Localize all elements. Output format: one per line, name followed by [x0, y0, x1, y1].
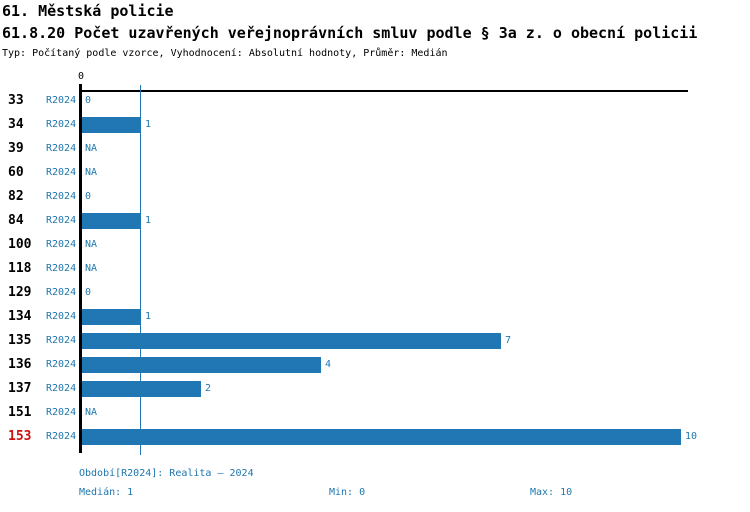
bar-value-label: NA — [85, 407, 98, 418]
bar-value-label: 1 — [145, 119, 152, 130]
bar-value-label: 1 — [145, 215, 152, 226]
bar — [82, 213, 141, 229]
row-id-label: 39 — [8, 141, 24, 156]
row-period-label: R2024 — [46, 335, 77, 346]
row-period-label: R2024 — [46, 383, 77, 394]
bar-row: 84 R2024 1 — [0, 209, 750, 233]
row-id-label: 135 — [8, 333, 32, 348]
row-id-label: 33 — [8, 93, 24, 108]
footer-period-label: Období[R2024]: Realita – 2024 — [79, 468, 254, 479]
bar — [82, 309, 141, 325]
row-id-label: 60 — [8, 165, 24, 180]
row-period-label: R2024 — [46, 287, 77, 298]
bar-value-label: 4 — [325, 359, 332, 370]
bar-row: 129 R2024 0 — [0, 281, 750, 305]
x-axis-tick-label-zero: 0 — [77, 71, 85, 82]
row-id-label: 129 — [8, 285, 32, 300]
row-id-label: 151 — [8, 405, 32, 420]
bar-value-label: 2 — [205, 383, 212, 394]
chart-title: 61. Městská policie — [2, 2, 174, 20]
chart-meta-line: Typ: Počítaný podle vzorce, Vyhodnocení:… — [2, 48, 448, 59]
row-id-label: 34 — [8, 117, 24, 132]
row-period-label: R2024 — [46, 359, 77, 370]
bar-value-label: NA — [85, 143, 98, 154]
footer-median-label: Medián: 1 — [79, 487, 134, 498]
row-period-label: R2024 — [46, 95, 77, 106]
bar-value-label: NA — [85, 239, 98, 250]
bar — [82, 429, 681, 445]
bar-value-label: 0 — [85, 191, 92, 202]
bar-value-label: 0 — [85, 287, 92, 298]
bar-row: 136 R2024 4 — [0, 353, 750, 377]
row-period-label: R2024 — [46, 239, 77, 250]
row-id-label: 82 — [8, 189, 24, 204]
median-line — [140, 85, 141, 455]
row-id-label: 153 — [8, 429, 32, 444]
row-id-label: 118 — [8, 261, 32, 276]
row-id-label: 137 — [8, 381, 32, 396]
bar-row: 100 R2024 NA — [0, 233, 750, 257]
bar-row: 137 R2024 2 — [0, 377, 750, 401]
row-period-label: R2024 — [46, 407, 77, 418]
row-period-label: R2024 — [46, 311, 77, 322]
footer-max-label: Max: 10 — [530, 487, 573, 498]
bar-value-label: NA — [85, 263, 98, 274]
bar-value-label: 7 — [505, 335, 512, 346]
chart-subtitle: 61.8.20 Počet uzavřených veřejnoprávních… — [2, 24, 698, 42]
bar-row: 33 R2024 0 — [0, 89, 750, 113]
bar — [82, 357, 321, 373]
bar — [82, 333, 501, 349]
row-period-label: R2024 — [46, 167, 77, 178]
row-period-label: R2024 — [46, 119, 77, 130]
row-period-label: R2024 — [46, 143, 77, 154]
bar-row: 135 R2024 7 — [0, 329, 750, 353]
x-axis-line — [79, 90, 688, 92]
row-period-label: R2024 — [46, 215, 77, 226]
row-id-label: 134 — [8, 309, 32, 324]
bar-row: 134 R2024 1 — [0, 305, 750, 329]
bar-value-label: 0 — [85, 95, 92, 106]
bar-row: 60 R2024 NA — [0, 161, 750, 185]
bar-row: 151 R2024 NA — [0, 401, 750, 425]
row-id-label: 100 — [8, 237, 32, 252]
footer-min-label: Min: 0 — [329, 487, 366, 498]
bar-value-label: 10 — [685, 431, 698, 442]
bar-row: 34 R2024 1 — [0, 113, 750, 137]
row-id-label: 136 — [8, 357, 32, 372]
bar-row: 153 R2024 10 — [0, 425, 750, 449]
row-period-label: R2024 — [46, 191, 77, 202]
y-axis-line — [79, 84, 82, 453]
bar-value-label: NA — [85, 167, 98, 178]
bar-value-label: 1 — [145, 311, 152, 322]
row-period-label: R2024 — [46, 263, 77, 274]
bar — [82, 117, 141, 133]
bar-row: 82 R2024 0 — [0, 185, 750, 209]
bar-row: 39 R2024 NA — [0, 137, 750, 161]
row-period-label: R2024 — [46, 431, 77, 442]
bar — [82, 381, 201, 397]
row-id-label: 84 — [8, 213, 24, 228]
bar-row: 118 R2024 NA — [0, 257, 750, 281]
